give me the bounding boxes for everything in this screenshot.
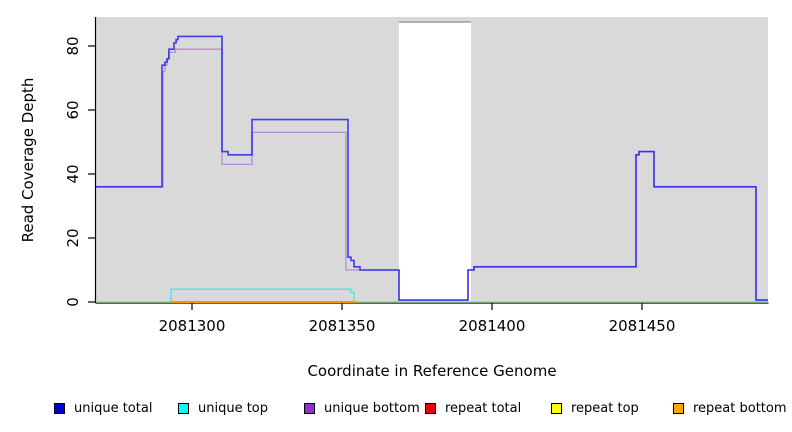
series-unique-total	[96, 35, 768, 301]
coverage-gap-band	[399, 22, 471, 303]
y-tick-label: 20	[64, 228, 82, 248]
y-tick-label: 60	[64, 100, 82, 120]
legend-label: repeat top	[571, 400, 639, 416]
legend-item-unique-total: unique total	[54, 398, 152, 418]
legend-label: unique total	[74, 400, 153, 416]
x-tick-label: 2081450	[608, 317, 676, 335]
legend-swatch-icon	[54, 402, 65, 414]
x-tick-label: 2081400	[458, 317, 526, 335]
legend-label: repeat bottom	[693, 400, 787, 416]
y-tick-label: 0	[64, 297, 82, 307]
legend-swatch-icon	[178, 402, 189, 414]
legend-label: unique top	[198, 400, 269, 416]
y-axis-title: Read Coverage Depth	[19, 77, 37, 243]
y-tick-label: 40	[64, 164, 82, 184]
x-tick-label: 2081300	[158, 317, 226, 335]
legend-item-unique-bottom: unique bottom	[304, 398, 420, 418]
legend-swatch-icon	[551, 402, 562, 414]
legend-label: unique bottom	[324, 400, 420, 416]
legend-item-unique-top: unique top	[178, 398, 268, 418]
x-axis-title: Coordinate in Reference Genome	[307, 362, 557, 380]
series-unique-top	[170, 288, 355, 302]
legend-item-repeat-top: repeat top	[551, 398, 639, 418]
legend-swatch-icon	[304, 402, 315, 414]
y-tick-label: 80	[64, 36, 82, 56]
legend-swatch-icon	[425, 402, 436, 414]
x-tick-label: 2081350	[308, 317, 376, 335]
legend: unique total unique top unique bottom repea…	[0, 398, 792, 422]
legend-swatch-icon	[673, 402, 684, 414]
legend-label: repeat total	[445, 400, 522, 416]
legend-item-repeat-bottom: repeat bottom	[673, 398, 787, 418]
legend-item-repeat-total: repeat total	[425, 398, 521, 418]
